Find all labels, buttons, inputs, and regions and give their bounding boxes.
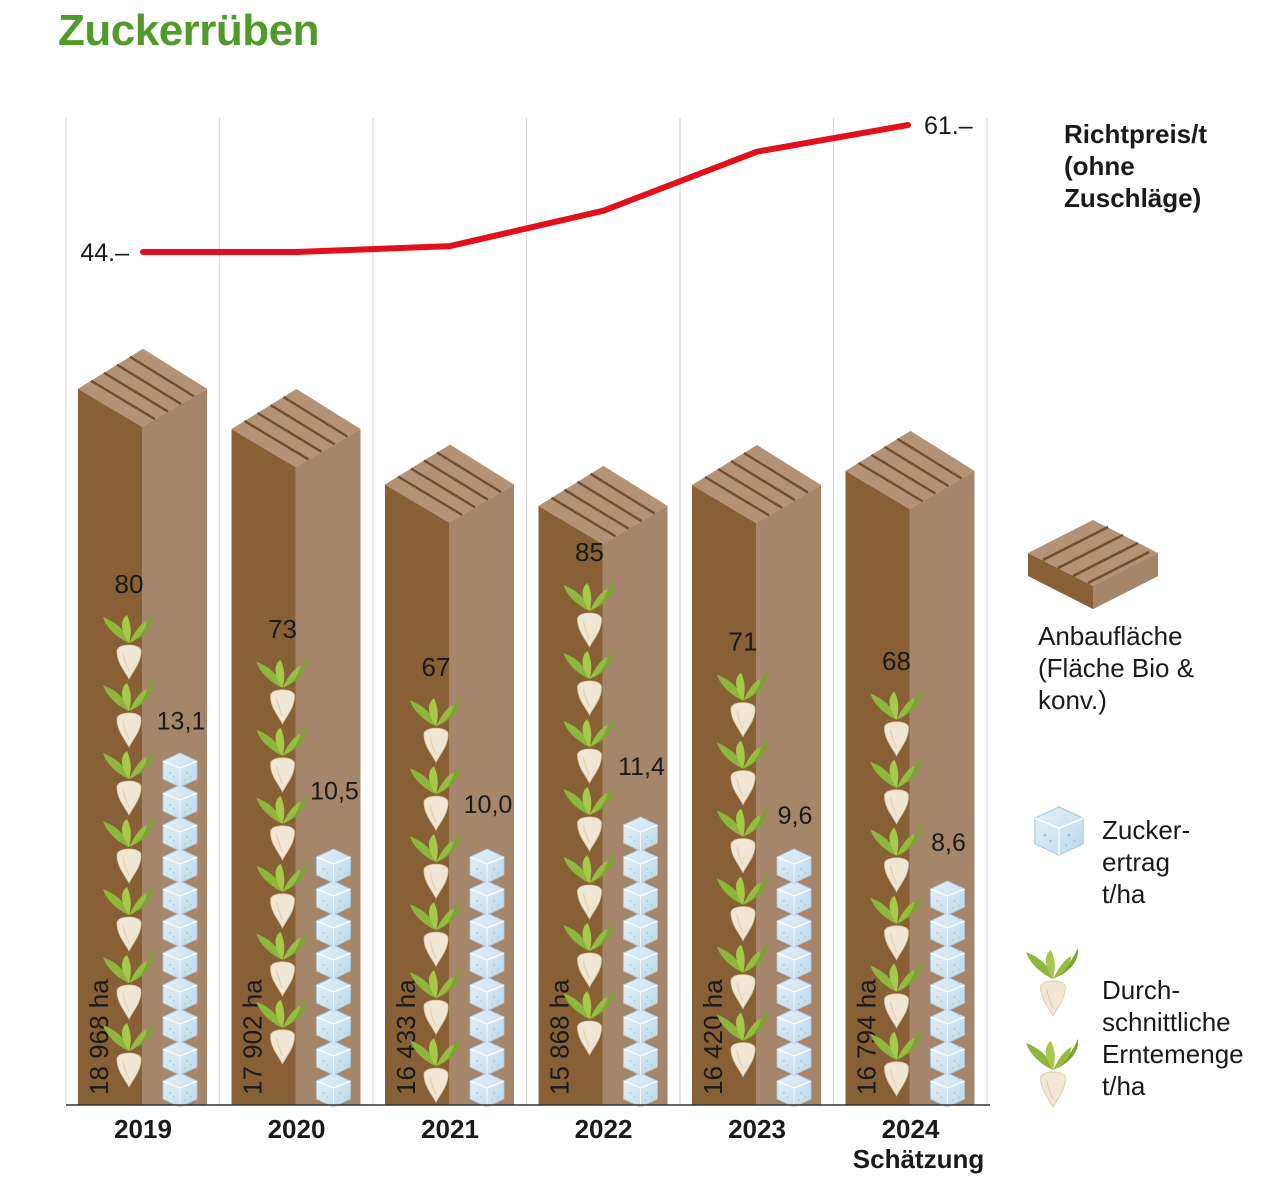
furrow xyxy=(743,451,809,494)
furrow xyxy=(410,467,476,509)
bar-2021: 16 433 ha 67 10,0 xyxy=(385,444,514,1108)
x-tick-label: 2023 xyxy=(728,1114,786,1144)
furrow xyxy=(256,411,323,453)
area-label: 16 433 ha xyxy=(391,979,421,1095)
furrow xyxy=(717,467,783,509)
legend-sugar: Zucker- ertrag t/ha xyxy=(1102,815,1191,909)
chart-title: Zuckerrüben xyxy=(58,6,320,55)
furrow xyxy=(550,496,617,538)
furrow xyxy=(423,459,489,501)
furrow xyxy=(103,371,169,413)
furrow xyxy=(129,355,195,398)
soil-block-icon xyxy=(1028,520,1158,609)
furrow xyxy=(883,445,950,488)
x-tick-label: 2021 xyxy=(421,1114,479,1144)
price-label-start: 44.– xyxy=(80,239,129,267)
harvest-label: 80 xyxy=(115,569,144,599)
bar-2020: 17 902 ha 73 10,5 xyxy=(231,389,361,1108)
furrow xyxy=(397,475,463,516)
furrow xyxy=(116,363,182,405)
x-tick-sublabel: Schätzung xyxy=(853,1144,984,1174)
furrow xyxy=(436,451,502,494)
sugar-label: 10,0 xyxy=(464,791,513,819)
furrow xyxy=(704,475,770,517)
sugar-cube-icon xyxy=(1033,805,1085,857)
x-tick-label: 2020 xyxy=(268,1114,326,1144)
sugar-beet-icon xyxy=(1025,1038,1079,1108)
furrow xyxy=(563,488,630,530)
furrow xyxy=(576,480,643,523)
furrow xyxy=(269,403,336,446)
harvest-label: 73 xyxy=(268,614,297,644)
furrow xyxy=(282,396,349,438)
furrow xyxy=(90,379,156,421)
bar-top xyxy=(231,389,361,468)
bar-2019: 18 968 ha 80 13,1 xyxy=(78,348,207,1108)
harvest-label: 67 xyxy=(422,652,451,682)
sugar-beet-icon xyxy=(1025,947,1079,1017)
gridlines xyxy=(65,118,988,1105)
sugar-label: 11,4 xyxy=(618,753,665,781)
bar-side xyxy=(909,470,975,1106)
price-label-end: 61.– xyxy=(924,112,973,140)
sugar-label: 8,6 xyxy=(931,829,966,857)
x-tick-label: 2024 xyxy=(882,1114,940,1144)
bar-top xyxy=(692,444,821,523)
bar-top xyxy=(845,430,975,509)
bar-top xyxy=(538,465,668,544)
price-line xyxy=(140,122,911,255)
area-label: 17 902 ha xyxy=(238,979,268,1095)
harvest-label: 68 xyxy=(882,646,911,676)
legend-harvest: Durch- schnittliche Erntemenge t/ha xyxy=(1102,975,1244,1101)
sugar-label: 9,6 xyxy=(778,802,813,830)
area-label: 16 420 ha xyxy=(698,979,728,1095)
harvest-label: 85 xyxy=(575,537,604,567)
bar-top xyxy=(385,444,514,523)
bar-series: 18 968 ha 80 13,1 17 902 ha 73 10,5 16 433 ha 6… xyxy=(78,348,975,1108)
furrow xyxy=(243,419,310,461)
x-tick-label: 2022 xyxy=(575,1114,633,1144)
furrow xyxy=(870,453,937,495)
legend-area: Anbaufläche (Fläche Bio & konv.) xyxy=(1038,621,1195,715)
furrow xyxy=(896,437,963,480)
sugar-label: 10,5 xyxy=(310,778,359,806)
furrow xyxy=(857,461,924,503)
bar-top xyxy=(78,348,207,427)
furrow xyxy=(730,459,796,502)
legend-price: Richtpreis/t (ohne Zuschläge) xyxy=(1064,119,1208,213)
price-labels: 44.– 61.– xyxy=(80,112,972,267)
x-tick-label: 2019 xyxy=(114,1114,172,1144)
harvest-label: 71 xyxy=(729,627,758,657)
bar-2023: 16 420 ha 71 9,6 xyxy=(692,444,821,1108)
sugar-label: 13,1 xyxy=(157,707,206,735)
furrow xyxy=(589,472,656,515)
area-label: 18 968 ha xyxy=(84,979,114,1095)
